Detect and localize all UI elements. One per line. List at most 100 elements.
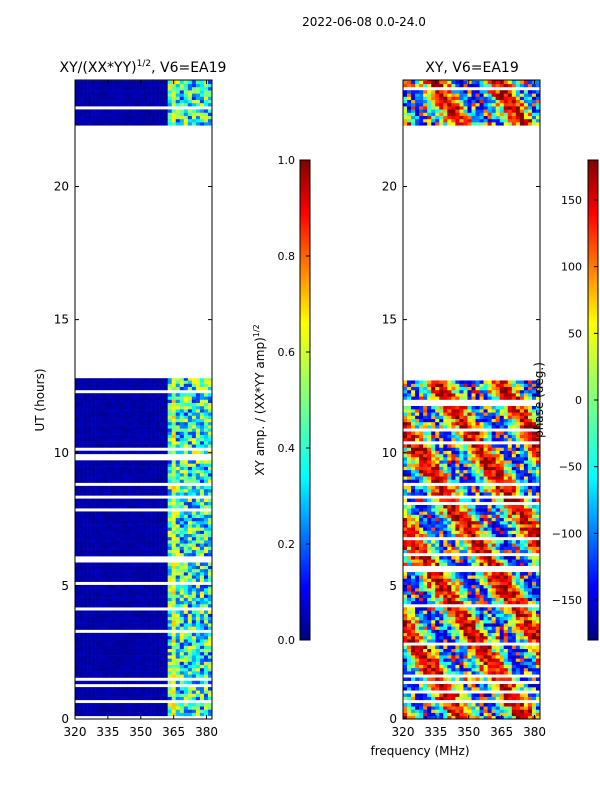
heatmap-cell <box>195 709 201 713</box>
heatmap-cell <box>143 658 148 662</box>
heatmap-cell <box>415 635 420 640</box>
heatmap-cell <box>131 635 136 640</box>
heatmap-cell <box>135 588 140 592</box>
heatmap-cell <box>91 693 96 697</box>
heatmap-cell <box>139 552 144 557</box>
heatmap-cell <box>95 80 100 85</box>
heatmap-cell <box>511 575 517 579</box>
heatmap-cell <box>199 536 205 541</box>
heatmap-cell <box>151 693 156 697</box>
heatmap-cell <box>79 444 84 448</box>
heatmap-cell <box>527 661 533 665</box>
heatmap-cell <box>147 603 152 608</box>
heatmap-cell <box>411 687 416 691</box>
heatmap-cell <box>203 520 209 525</box>
heatmap-cell <box>103 543 108 547</box>
heatmap-cell <box>483 712 488 717</box>
heatmap-cell <box>191 380 197 384</box>
heatmap-cell <box>75 648 80 653</box>
heatmap-cell <box>103 399 108 403</box>
heatmap-cell <box>411 581 416 586</box>
heatmap-cell <box>167 597 173 602</box>
heatmap-cell <box>79 102 84 107</box>
heatmap-cell <box>95 517 100 522</box>
heatmap-cell <box>87 584 92 589</box>
heatmap-cell <box>127 441 132 445</box>
heatmap-cell <box>191 405 197 410</box>
heatmap-cell <box>531 610 537 614</box>
heatmap-cell <box>155 616 160 621</box>
heatmap-cell <box>103 610 108 614</box>
heatmap-cell <box>495 687 501 691</box>
heatmap-cell <box>407 626 412 630</box>
heatmap-cell <box>131 667 136 672</box>
heatmap-cell <box>107 472 112 477</box>
heatmap-cell <box>183 99 189 104</box>
heatmap-cell <box>75 405 80 410</box>
heatmap-cell <box>167 619 173 624</box>
heatmap-cell <box>135 562 140 566</box>
heatmap-cell <box>79 463 84 467</box>
heatmap-cell <box>447 594 452 598</box>
heatmap-cell <box>87 610 92 614</box>
heatmap-cell <box>119 434 124 439</box>
heatmap-cell <box>171 524 177 528</box>
heatmap-cell <box>203 703 209 707</box>
heatmap-cell <box>171 639 177 643</box>
heatmap-cell <box>91 118 96 123</box>
heatmap-cell <box>455 683 460 688</box>
heatmap-cell <box>167 405 173 410</box>
heatmap-cell <box>151 378 156 381</box>
heatmap-cell <box>419 613 424 618</box>
heatmap-cell <box>151 86 156 91</box>
heatmap-cell <box>455 703 460 707</box>
heatmap-cell <box>99 428 104 432</box>
heatmap-cell <box>175 616 181 621</box>
heatmap-cell <box>123 648 128 653</box>
heatmap-cell <box>147 501 152 506</box>
heatmap-cell <box>423 588 428 592</box>
heatmap-cell <box>119 501 124 506</box>
heatmap-cell <box>499 572 505 576</box>
heatmap-cell <box>179 546 185 550</box>
heatmap-cell <box>175 613 181 618</box>
heatmap-cell <box>115 610 120 614</box>
heatmap-cell <box>143 706 148 710</box>
heatmap-cell <box>139 562 144 566</box>
heatmap-cell <box>151 664 156 669</box>
heatmap-cell <box>191 498 197 503</box>
heatmap-cell <box>179 693 185 697</box>
heatmap-cell <box>167 674 173 678</box>
heatmap-cell <box>115 664 120 669</box>
heatmap-cell <box>131 463 136 467</box>
heatmap-cell <box>99 425 104 429</box>
heatmap-cell <box>435 613 440 618</box>
heatmap-cell <box>191 549 197 554</box>
heatmap-cell <box>159 712 164 717</box>
heatmap-cell <box>135 706 140 710</box>
heatmap-cell <box>163 667 168 672</box>
heatmap-cell <box>195 530 201 534</box>
heatmap-cell <box>499 597 505 602</box>
heatmap-cell <box>439 715 444 720</box>
heatmap-cell <box>479 619 484 624</box>
heatmap-cell <box>175 565 181 570</box>
heatmap-cell <box>95 428 100 432</box>
heatmap-cell <box>523 597 529 602</box>
heatmap-cell <box>143 546 148 550</box>
heatmap-cell <box>155 386 160 391</box>
heatmap-cell <box>143 597 148 602</box>
heatmap-cell <box>207 610 213 614</box>
heatmap-cell <box>183 485 189 490</box>
heatmap-cell <box>135 86 140 91</box>
heatmap-cell <box>155 693 160 697</box>
x-tick-label: 365 <box>162 725 185 739</box>
heatmap-cell <box>503 575 509 579</box>
heatmap-cell <box>491 667 496 672</box>
heatmap-cell <box>95 690 100 694</box>
heatmap-cell <box>147 540 152 544</box>
heatmap-cell <box>83 501 88 506</box>
heatmap-cell <box>519 629 525 634</box>
heatmap-cell <box>207 658 213 662</box>
heatmap-cell <box>403 613 408 618</box>
